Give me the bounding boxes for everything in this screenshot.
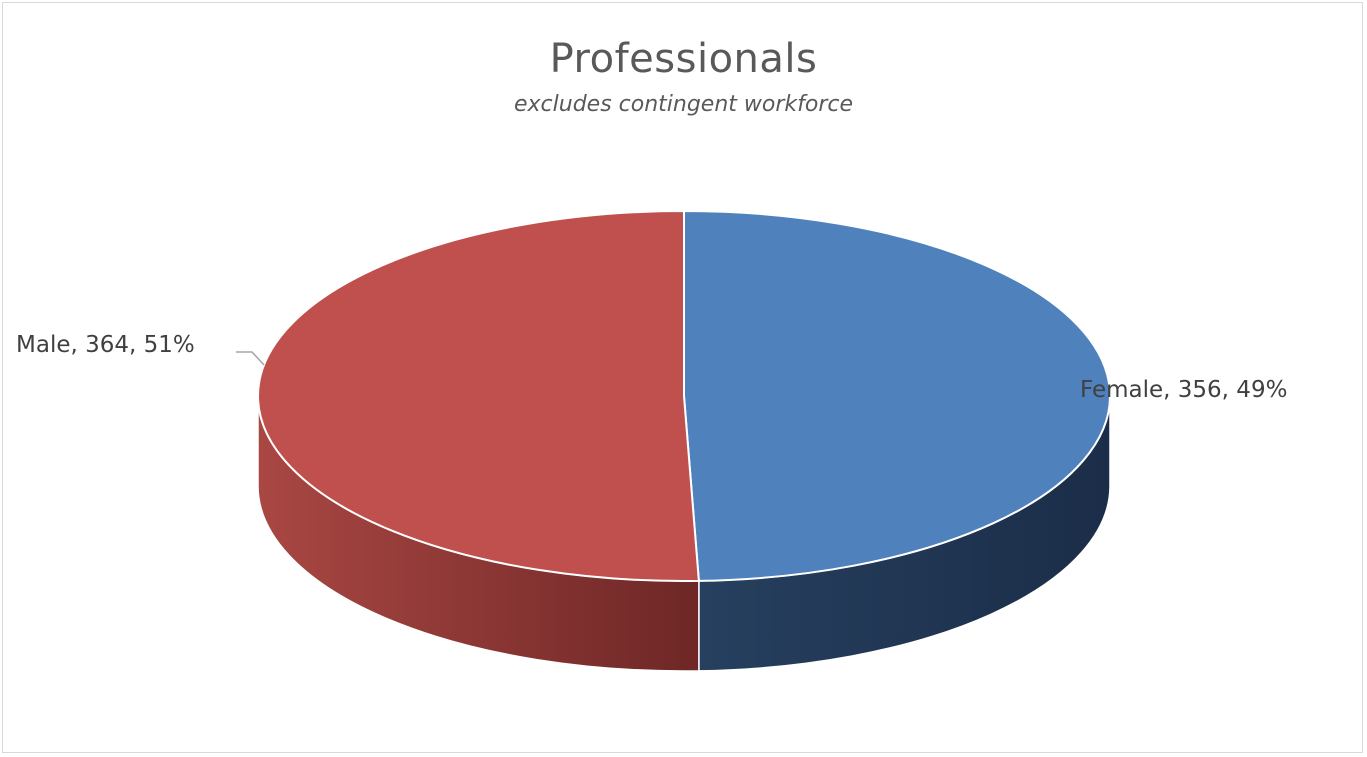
- chart-subtitle: excludes contingent workforce: [513, 92, 854, 117]
- chart-title: Professionals: [549, 36, 818, 82]
- leader-line-male: [236, 351, 265, 366]
- pie-slice-female: [683, 209, 1111, 582]
- data-label-male: Male, 364, 51%: [16, 332, 195, 358]
- pie-slice-male: [256, 209, 700, 582]
- data-label-female: Female, 356, 49%: [1080, 377, 1287, 403]
